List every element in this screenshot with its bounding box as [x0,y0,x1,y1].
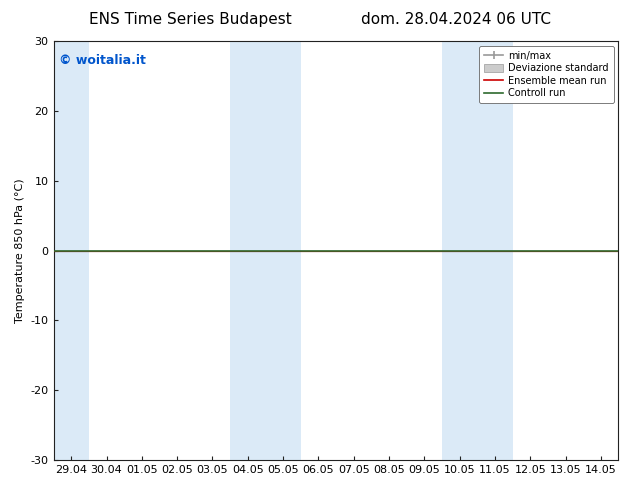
Bar [442,41,512,460]
Y-axis label: Temperature 850 hPa (°C): Temperature 850 hPa (°C) [15,178,25,323]
Bar [230,41,301,460]
Text: ENS Time Series Budapest: ENS Time Series Budapest [89,12,292,27]
Text: dom. 28.04.2024 06 UTC: dom. 28.04.2024 06 UTC [361,12,552,27]
Bar [53,41,89,460]
Legend: min/max, Deviazione standard, Ensemble mean run, Controll run: min/max, Deviazione standard, Ensemble m… [479,46,614,103]
Text: © woitalia.it: © woitalia.it [59,53,146,67]
